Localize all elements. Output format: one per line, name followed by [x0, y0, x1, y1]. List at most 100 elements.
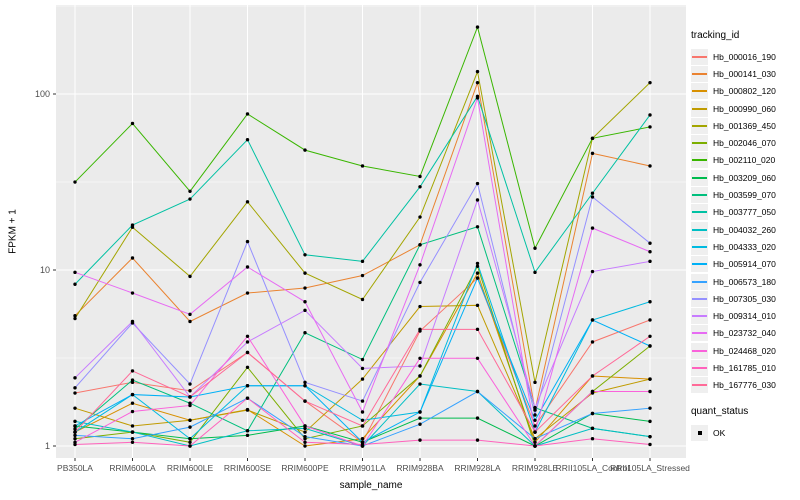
data-point — [533, 437, 537, 441]
data-point — [73, 406, 77, 410]
legend-label: Hb_002046_070 — [713, 138, 776, 149]
x-tick-label: RRII105LA_Control — [556, 463, 630, 473]
legend-key-box — [691, 117, 708, 134]
x-tick-label: RRIM928LE — [512, 463, 559, 473]
data-point — [533, 430, 537, 434]
data-point — [130, 378, 135, 382]
data-point — [360, 399, 365, 403]
black-point-icon — [697, 430, 702, 435]
data-point — [303, 434, 307, 439]
legend-color-line-icon — [692, 124, 707, 127]
data-point — [648, 442, 652, 447]
data-point — [533, 440, 537, 444]
data-point — [303, 308, 307, 313]
data-point — [245, 291, 250, 295]
data-point — [418, 174, 422, 179]
data-point — [648, 259, 652, 264]
data-point — [245, 239, 250, 244]
data-point — [475, 261, 480, 266]
data-point — [130, 440, 135, 444]
legend-item-Hb_002046_070: Hb_002046_070 — [691, 134, 799, 152]
legend-label-ok: OK — [713, 427, 726, 438]
data-point — [475, 303, 480, 308]
y-tick-label: 100 — [35, 89, 50, 99]
data-point — [648, 434, 652, 439]
legend-label: Hb_003777_050 — [713, 207, 776, 218]
data-point — [648, 164, 652, 168]
data-point — [648, 241, 652, 245]
x-axis-title: sample_name — [339, 480, 403, 491]
legend-color-line-icon — [692, 90, 707, 93]
data-point — [590, 191, 595, 195]
data-point — [360, 273, 365, 278]
legend-color-line-icon — [692, 211, 707, 214]
data-point — [303, 399, 307, 403]
data-point — [533, 246, 537, 250]
data-point — [475, 416, 480, 420]
data-point — [590, 195, 595, 199]
data-point — [418, 356, 422, 360]
legend-item-ok: OK — [691, 424, 799, 441]
data-point — [648, 406, 652, 410]
data-point — [475, 25, 480, 29]
data-point — [188, 437, 192, 441]
legend-label: Hb_023732_040 — [713, 328, 776, 339]
data-point — [533, 444, 537, 448]
x-tick-labels: PB350LA RRIM600LA RRIM600LE RRIM600SE RRIM60… — [57, 463, 690, 473]
data-point — [648, 419, 652, 424]
data-point — [303, 426, 307, 431]
legend-key-box — [691, 48, 708, 65]
data-point — [130, 424, 135, 428]
data-point — [533, 413, 537, 417]
data-point — [590, 340, 595, 344]
data-point — [188, 403, 192, 408]
legend-item-Hb_023732_040: Hb_023732_040 — [691, 325, 799, 342]
data-point — [245, 429, 250, 433]
data-point — [73, 433, 77, 438]
data-point — [475, 327, 480, 332]
legend-key-box — [691, 221, 708, 238]
legend-title-quant-status: quant_status — [691, 405, 749, 417]
legend-color-line-icon — [692, 280, 707, 283]
data-point — [130, 392, 135, 397]
data-point — [303, 331, 307, 335]
data-point — [418, 382, 422, 386]
data-point — [590, 426, 595, 431]
legend-key-box — [691, 83, 708, 100]
legend-label: Hb_006573_180 — [713, 276, 776, 287]
data-point — [73, 419, 77, 424]
data-point — [533, 380, 537, 385]
data-point — [188, 444, 192, 448]
data-point — [418, 304, 422, 309]
data-point — [533, 270, 537, 275]
data-point — [188, 197, 192, 201]
data-point — [188, 425, 192, 429]
data-point — [73, 316, 77, 321]
data-point — [245, 365, 250, 370]
data-point — [475, 438, 480, 442]
legend-item-Hb_004333_020: Hb_004333_020 — [691, 238, 799, 255]
data-point — [533, 406, 537, 410]
data-point — [418, 327, 422, 332]
data-point — [648, 377, 652, 381]
data-point — [475, 198, 480, 202]
legend-key-box — [691, 204, 708, 221]
data-point — [360, 297, 365, 302]
data-point — [533, 408, 537, 412]
y-axis-title: FPKM + 1 — [7, 209, 19, 254]
data-point — [648, 125, 652, 129]
data-point — [533, 424, 537, 428]
y-tick-label: 1 — [45, 441, 50, 451]
data-point — [303, 380, 307, 385]
data-point — [73, 313, 77, 318]
data-point — [73, 437, 77, 441]
legend-color-line-icon — [692, 384, 707, 387]
data-point — [648, 389, 652, 394]
data-point — [130, 401, 135, 405]
data-point — [130, 369, 135, 373]
data-point — [73, 386, 77, 390]
data-point — [188, 389, 192, 393]
legend-label: Hb_001369_450 — [713, 120, 776, 131]
x-tick-label: RRIM928BA — [396, 463, 444, 473]
